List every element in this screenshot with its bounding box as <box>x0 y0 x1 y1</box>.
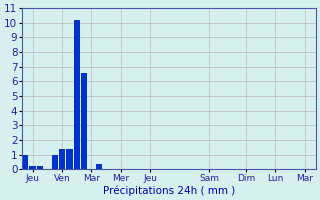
Bar <box>22 155 28 169</box>
Bar <box>52 155 58 169</box>
X-axis label: Précipitations 24h ( mm ): Précipitations 24h ( mm ) <box>103 185 235 196</box>
Bar <box>66 149 73 169</box>
Bar <box>81 73 87 169</box>
Bar <box>59 149 65 169</box>
Bar <box>96 164 102 169</box>
Bar <box>29 166 36 169</box>
Bar <box>37 166 43 169</box>
Bar <box>74 20 80 169</box>
